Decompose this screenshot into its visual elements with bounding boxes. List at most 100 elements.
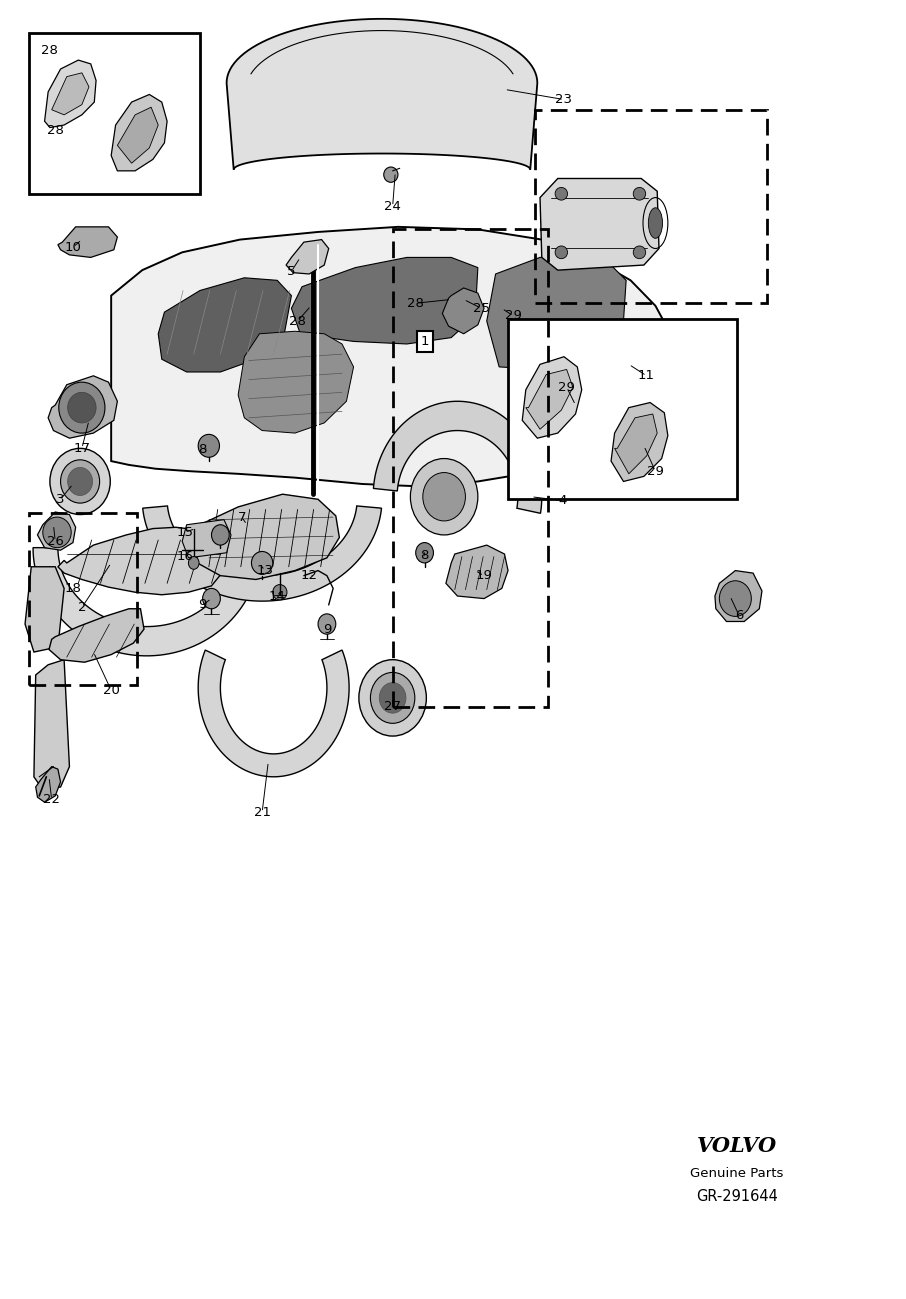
Ellipse shape <box>410 459 477 535</box>
Polygon shape <box>540 178 659 270</box>
Ellipse shape <box>555 187 567 200</box>
Polygon shape <box>522 357 582 438</box>
Text: 29: 29 <box>505 309 522 322</box>
Text: 7: 7 <box>237 511 246 523</box>
Text: 1: 1 <box>420 335 429 348</box>
Bar <box>392 230 548 707</box>
Text: 6: 6 <box>735 609 743 622</box>
Polygon shape <box>614 414 657 474</box>
Ellipse shape <box>68 392 96 423</box>
Polygon shape <box>286 239 329 274</box>
Polygon shape <box>34 660 70 790</box>
Text: 25: 25 <box>473 301 490 314</box>
Ellipse shape <box>211 525 229 546</box>
Text: 18: 18 <box>64 582 82 595</box>
Polygon shape <box>25 566 64 652</box>
Ellipse shape <box>719 581 751 617</box>
Text: 5: 5 <box>287 265 295 278</box>
Polygon shape <box>33 548 260 656</box>
Text: 4: 4 <box>558 494 566 507</box>
Ellipse shape <box>43 517 72 548</box>
Ellipse shape <box>203 588 220 609</box>
Polygon shape <box>442 288 484 334</box>
Polygon shape <box>198 650 349 777</box>
Polygon shape <box>525 369 573 429</box>
Ellipse shape <box>198 434 219 457</box>
Text: 22: 22 <box>43 794 60 807</box>
Ellipse shape <box>359 660 427 737</box>
Text: 9: 9 <box>198 599 207 612</box>
Polygon shape <box>292 257 477 344</box>
Ellipse shape <box>318 614 336 634</box>
Polygon shape <box>111 95 167 171</box>
Text: 12: 12 <box>301 569 318 582</box>
Text: 17: 17 <box>73 442 91 455</box>
Polygon shape <box>118 108 159 164</box>
Polygon shape <box>373 401 542 513</box>
Text: 3: 3 <box>56 492 65 505</box>
Text: VOLVO: VOLVO <box>697 1137 777 1156</box>
Polygon shape <box>194 494 340 579</box>
Text: 29: 29 <box>647 465 664 478</box>
Text: 26: 26 <box>47 535 63 548</box>
Text: 9: 9 <box>323 622 331 635</box>
Polygon shape <box>558 401 626 474</box>
Text: 14: 14 <box>269 590 285 603</box>
Text: GR-291644: GR-291644 <box>696 1190 778 1204</box>
Ellipse shape <box>649 208 662 238</box>
Ellipse shape <box>188 556 199 569</box>
Polygon shape <box>715 570 762 621</box>
Polygon shape <box>182 520 231 557</box>
Text: 10: 10 <box>64 240 82 253</box>
Polygon shape <box>143 505 381 601</box>
Ellipse shape <box>50 448 111 514</box>
Polygon shape <box>446 546 508 599</box>
Ellipse shape <box>371 673 415 724</box>
Text: 28: 28 <box>289 314 306 327</box>
Polygon shape <box>58 227 118 257</box>
Ellipse shape <box>633 187 646 200</box>
Bar <box>29 513 137 685</box>
Ellipse shape <box>555 246 567 259</box>
Text: 20: 20 <box>102 683 120 696</box>
Text: Genuine Parts: Genuine Parts <box>690 1168 784 1181</box>
Text: 8: 8 <box>198 443 207 456</box>
Ellipse shape <box>380 682 406 713</box>
Text: 8: 8 <box>420 548 429 561</box>
Polygon shape <box>37 512 75 551</box>
Text: 28: 28 <box>41 44 58 57</box>
Text: 24: 24 <box>384 200 401 213</box>
Ellipse shape <box>68 468 92 495</box>
Text: 21: 21 <box>254 805 271 818</box>
Text: 29: 29 <box>558 381 575 394</box>
Polygon shape <box>44 60 96 127</box>
Polygon shape <box>226 19 537 170</box>
Polygon shape <box>487 255 626 369</box>
Ellipse shape <box>384 168 398 182</box>
Ellipse shape <box>61 460 100 503</box>
Ellipse shape <box>423 473 466 521</box>
Bar <box>535 109 767 303</box>
Polygon shape <box>238 331 353 433</box>
Polygon shape <box>52 73 89 114</box>
Polygon shape <box>159 278 292 372</box>
Ellipse shape <box>59 382 105 433</box>
Text: 27: 27 <box>384 700 401 713</box>
Text: 2: 2 <box>78 601 86 614</box>
Text: 28: 28 <box>408 296 424 309</box>
Polygon shape <box>58 527 226 595</box>
Polygon shape <box>48 375 118 438</box>
Text: 15: 15 <box>177 526 193 539</box>
Text: 11: 11 <box>638 369 655 382</box>
Polygon shape <box>593 351 641 397</box>
Bar <box>29 34 200 194</box>
Polygon shape <box>611 403 668 482</box>
Ellipse shape <box>416 543 433 562</box>
Text: 16: 16 <box>177 549 193 562</box>
Text: 13: 13 <box>256 564 274 577</box>
Polygon shape <box>111 227 673 487</box>
Text: 23: 23 <box>555 94 573 107</box>
Polygon shape <box>35 766 61 803</box>
Text: 19: 19 <box>476 569 493 582</box>
Ellipse shape <box>252 552 273 574</box>
